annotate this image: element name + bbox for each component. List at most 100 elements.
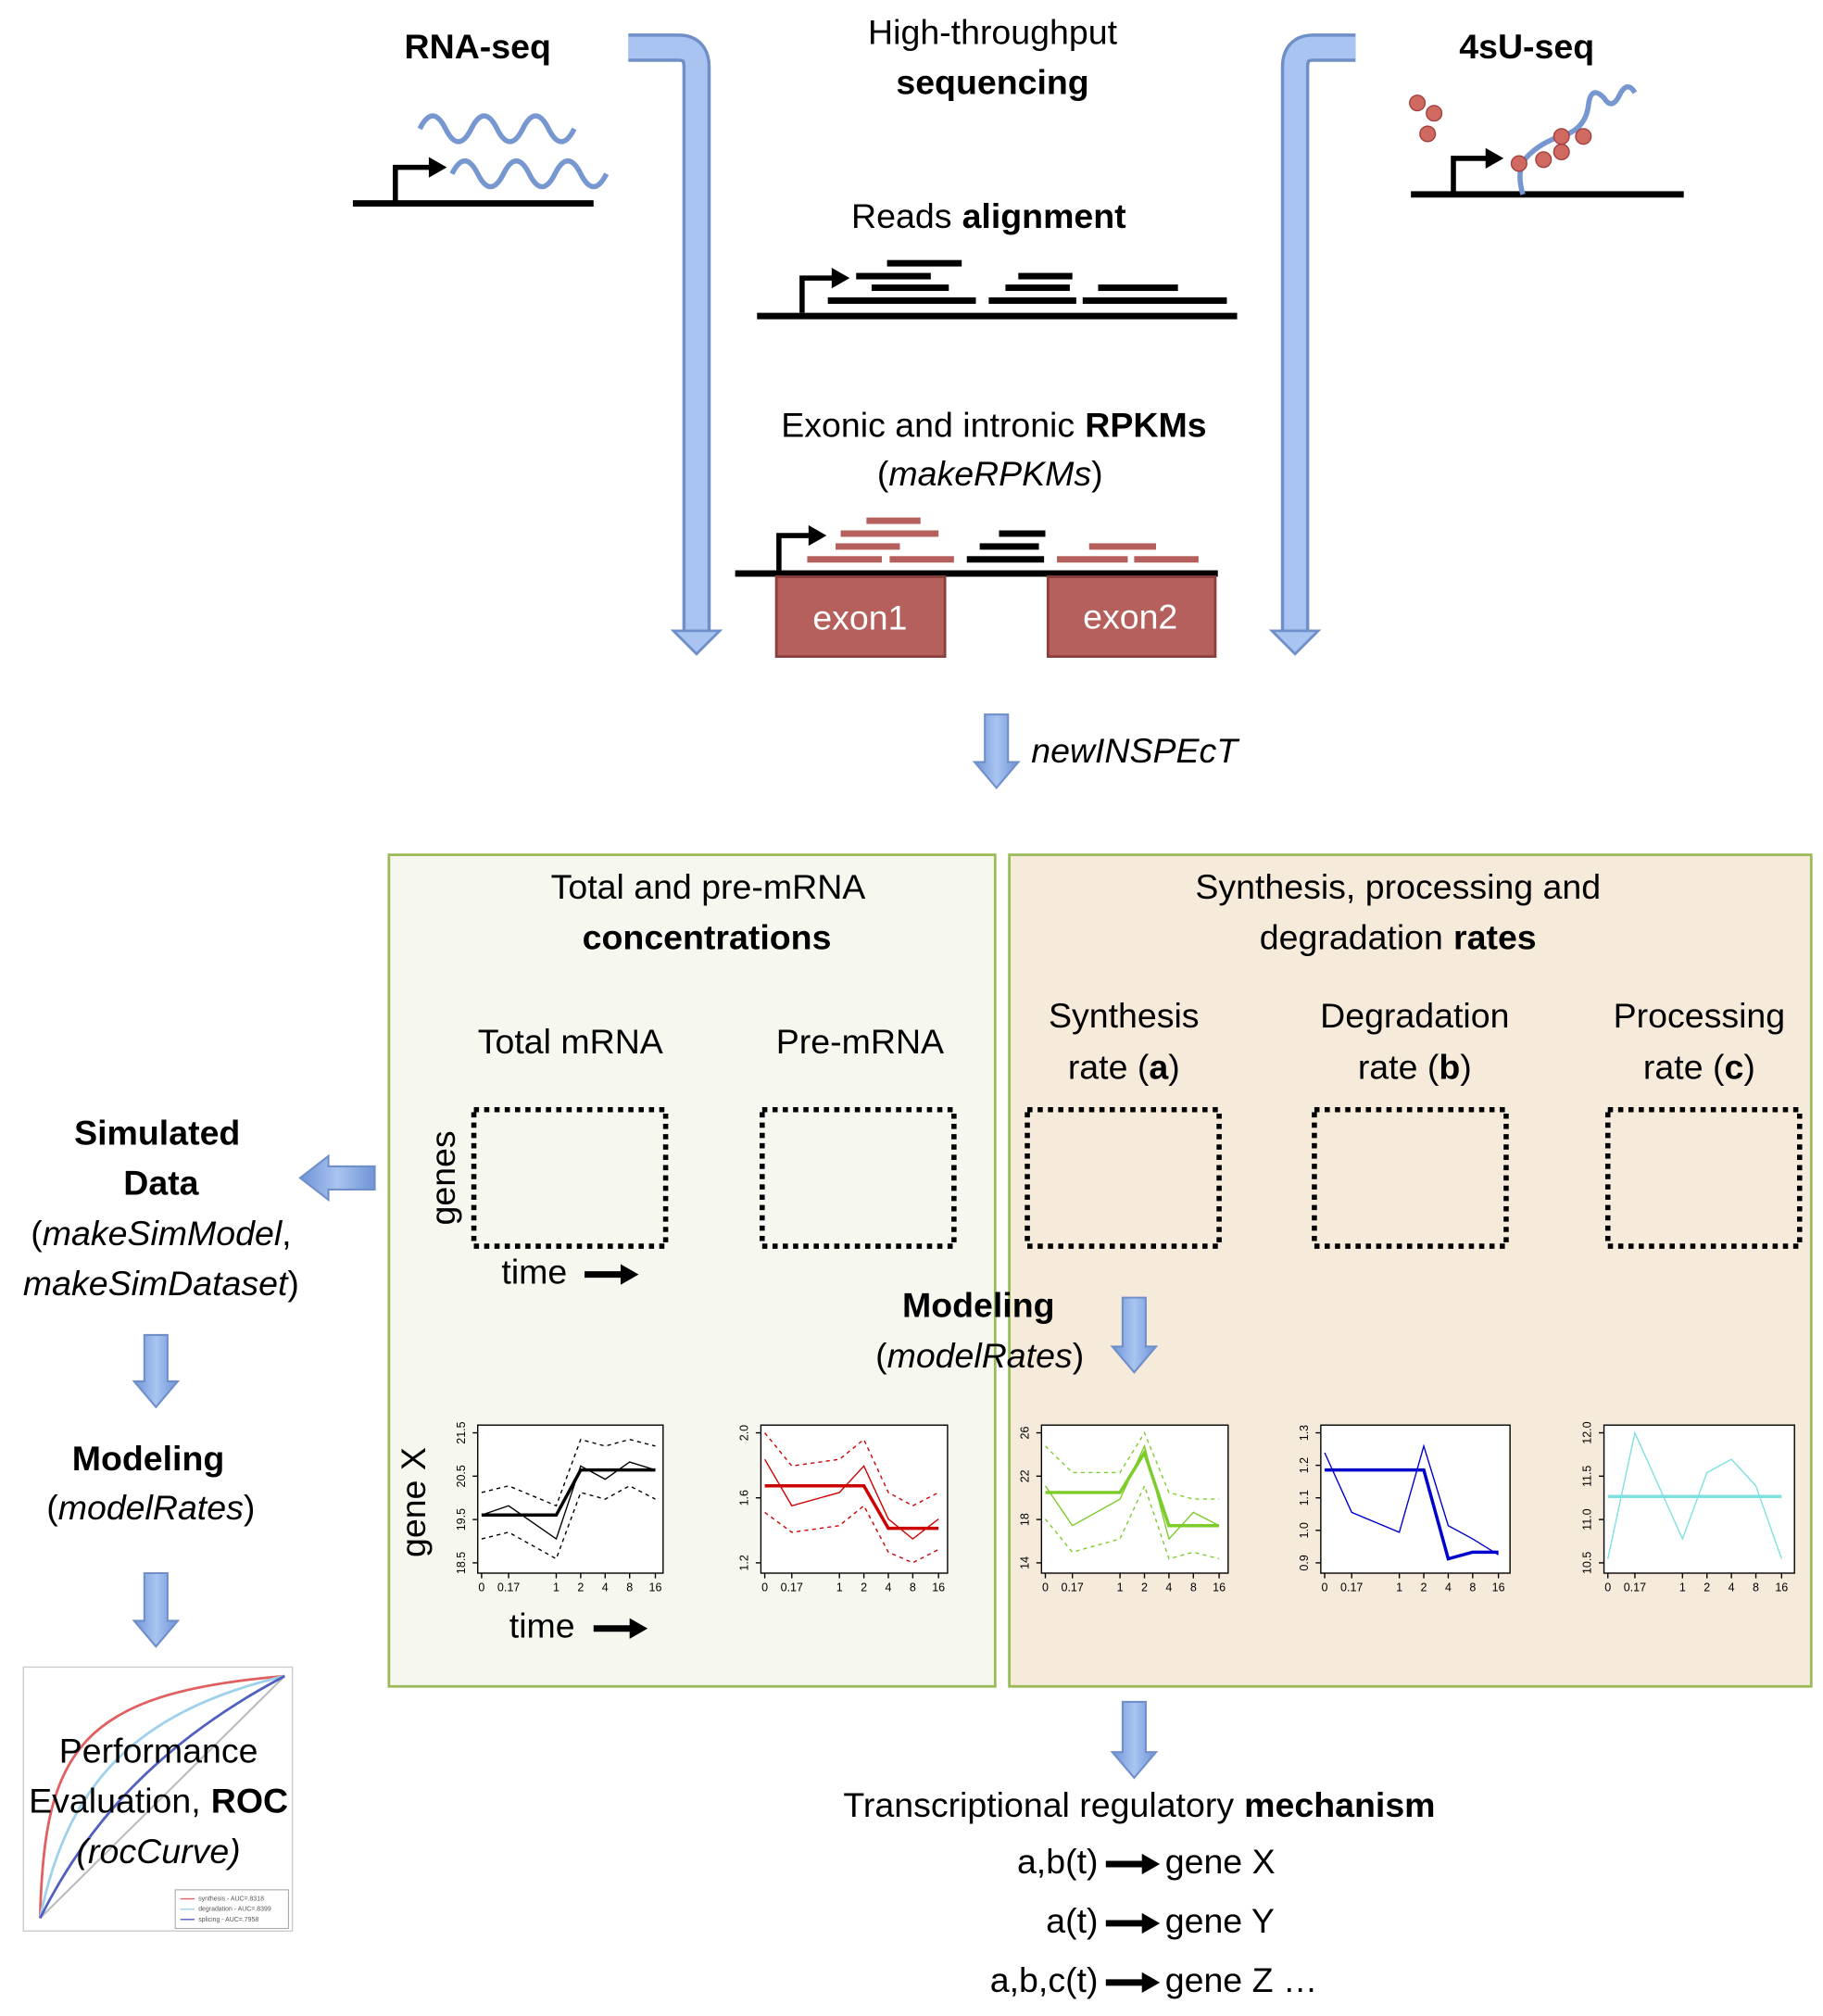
text-span: time [501,1253,567,1292]
text-span: Modeling [902,1286,1055,1325]
step-label: Reads alignment [851,196,1126,235]
x-tick-label: 2 [1421,1581,1427,1594]
y-tick-label: 14 [1018,1556,1031,1569]
x-tick-label: 0 [1322,1581,1328,1594]
rule-cause: a,b(t) [1017,1842,1099,1881]
column-label: Pre-mRNA [776,1022,944,1061]
text-span: genes [423,1130,462,1225]
axis-label: gene X [394,1447,433,1557]
mini-plot-frame [477,1424,664,1574]
text-span: RPKMs [1085,405,1206,444]
x-tick-label: 16 [1492,1581,1505,1594]
mechanism-title: Transcriptional regulatory mechanism [843,1785,1435,1824]
text-span: gene Y [1165,1901,1275,1940]
column-label: rate (a) [1068,1048,1180,1087]
text-span: ) [1460,1048,1472,1087]
data-line [1044,1443,1220,1541]
text-span: Total and pre-mRNA [551,867,866,906]
text-span: ( [31,1214,43,1253]
y-tick-label: 22 [1018,1469,1031,1482]
step-label: (makeRPKMs) [877,454,1103,493]
text-span: makeRPKMs [888,454,1091,493]
text-span: a(t) [1046,1901,1098,1940]
text-span: Performance [59,1731,258,1770]
axis-label: time [509,1606,575,1645]
rule-gene: gene X [1165,1842,1276,1881]
x-tick-label: 2 [861,1581,867,1594]
data-line [1324,1443,1499,1556]
x-tick-label: 16 [1213,1581,1226,1594]
text-span: splicing - AUC=.7958 [198,1917,258,1923]
axis-label: genes [423,1130,462,1225]
input-label: RNA-seq [405,27,551,66]
4su-seq-icon [1409,84,1684,198]
arrow [1141,1912,1161,1934]
placeholder-box [471,1106,1803,1249]
column-label: rate (b) [1358,1048,1472,1087]
text-span: Modeling [72,1439,225,1478]
text-span: b [1439,1048,1460,1087]
bound-line [1045,1431,1220,1500]
text-span: a,b,c(t) [990,1960,1099,1999]
text-span: degradation - AUC=.8399 [198,1906,271,1912]
text-span: Degradation [1320,996,1509,1035]
sim-label: Data [123,1164,199,1203]
y-tick-label: 12.0 [1581,1421,1594,1443]
text-span: Evaluation, [29,1782,201,1821]
y-tick-label: 1.2 [1298,1457,1311,1473]
rule-gene: gene Z … [1165,1960,1318,1999]
y-tick-label: 20.5 [455,1465,468,1487]
mini-plot-frame [1320,1424,1511,1574]
rpkm-icon [735,517,1218,659]
mini-plot-frame [760,1424,949,1574]
input-label: 4sU-seq [1459,27,1594,66]
x-tick-label: 8 [626,1581,633,1594]
text-span: Synthesis, processing and [1195,867,1601,906]
text-span: ) [244,1488,256,1527]
sim-label: Modeling [72,1439,225,1478]
arrow [620,1264,639,1285]
left-arrow [298,1153,376,1203]
x-tick-label: 4 [886,1581,892,1594]
text-span: Reads [851,196,951,235]
x-tick-label: 1 [836,1581,843,1594]
text-span: Synthesis [1049,996,1200,1035]
text-span: concentrations [583,917,832,956]
text-span: sequencing [896,63,1088,102]
x-tick-label: 0 [478,1581,484,1594]
text-span: mechanism [1244,1785,1435,1824]
text-span: time [509,1606,575,1645]
x-tick-label: 4 [602,1581,609,1594]
step-label: sequencing [896,63,1088,102]
column-label: Synthesis [1049,996,1200,1035]
down-arrow [1110,1700,1159,1780]
x-tick-label: 1 [553,1581,559,1594]
y-tick-label: 1.6 [738,1490,751,1506]
x-tick-label: 8 [1190,1581,1197,1594]
y-tick-label: 1.3 [1298,1425,1311,1441]
x-tick-label: 4 [1165,1581,1172,1594]
text-span: , [282,1214,291,1253]
x-tick-label: 0.17 [497,1581,520,1594]
model-line [764,1484,939,1531]
text-span: newINSPEcT [1031,731,1240,770]
down-arrow [132,1333,181,1409]
roc-legend: splicing - AUC=.7958 [198,1917,258,1923]
text-span: Exonic and intronic [781,405,1075,444]
y-tick-label: 18.5 [455,1552,468,1574]
column-label: Degradation [1320,996,1509,1035]
y-tick-label: 18 [1018,1513,1031,1526]
y-tick-label: 1.2 [738,1555,751,1570]
text-span: rates [1453,917,1537,956]
x-tick-label: 0.17 [1062,1581,1084,1594]
x-tick-label: 4 [1729,1581,1735,1594]
x-tick-label: 16 [1775,1581,1788,1594]
text-span: rate ( [1068,1048,1150,1087]
sim-label: makeSimDataset) [23,1264,299,1303]
text-span: ) [287,1264,299,1303]
mini-plot-frame [1040,1424,1229,1574]
text-span: (rocCurve) [77,1832,241,1871]
bound-line [481,1438,656,1507]
rule-gene: gene Y [1165,1901,1275,1940]
